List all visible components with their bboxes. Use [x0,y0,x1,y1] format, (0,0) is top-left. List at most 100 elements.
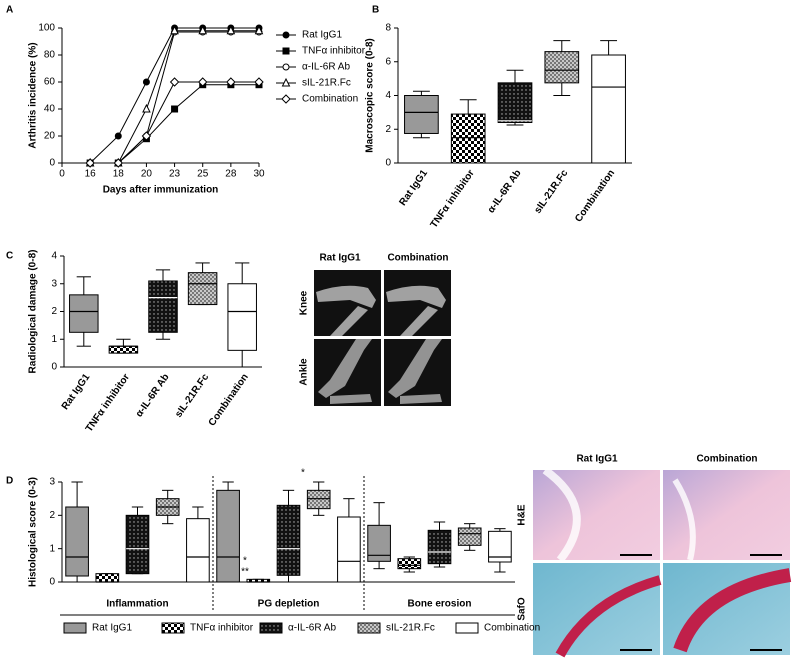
box [216,489,240,583]
marker [170,25,179,35]
marker [142,78,150,86]
marker [85,158,95,168]
marker [198,77,208,87]
legend-label: Combination [484,623,540,634]
box [404,95,439,134]
panel-letter: B [372,5,379,16]
marker [114,132,122,140]
box [450,113,486,164]
x-tick-label: PG depletion [258,599,320,610]
x-tick-label: 0 [59,169,65,180]
x-tick-label: 25 [197,169,209,180]
x-tick-label: sIL-21R.Fc [532,168,570,216]
y-tick-label: 0 [49,158,55,169]
box [69,294,99,333]
legend-label: α-IL-6R Ab [302,62,350,73]
marker [142,103,151,113]
x-tick-label: α-IL-6R Ab [486,168,524,215]
legend-swatch [259,622,283,634]
y-tick-label: 3 [49,477,55,488]
annotation: ** [241,567,249,578]
x-tick-label: Combination [207,372,251,428]
box [337,516,361,583]
marker [171,105,179,113]
y-axis-title: Radiological damage (0-8) [28,250,39,374]
box [367,524,391,562]
annotation: * [301,468,305,479]
x-tick-label: Inflammation [106,599,168,610]
box [108,345,139,354]
x-tick-label: 28 [225,169,237,180]
box [544,51,580,84]
legend-label: TNFα inhibitor [190,623,254,634]
y-tick-label: 1 [51,334,57,345]
image-column-label: Rat IgG1 [319,253,361,264]
marker [113,158,123,168]
legend-label: Combination [302,94,358,105]
box [148,280,178,333]
marker [254,25,264,35]
x-tick-label: 16 [85,169,97,180]
x-tick-label: 30 [253,169,265,180]
histology-images [533,466,792,658]
box [125,514,150,575]
x-tick-label: Rat IgG1 [397,168,430,208]
marker [198,25,208,35]
marker [226,25,236,35]
y-tick-label: 1 [49,543,55,554]
annotation: * [243,556,247,567]
panel-letter: A [6,5,13,16]
box [276,504,301,576]
y-axis-title: Histological score (0-3) [28,477,39,587]
image-column-label: Rat IgG1 [576,454,618,465]
x-tick-label: 20 [141,169,153,180]
y-tick-label: 2 [49,510,55,521]
legend-label: sIL-21R.Fc [302,78,351,89]
y-axis-title: Arthritis incidence (%) [28,42,39,148]
legend-swatch [455,622,479,634]
x-tick-label: Combination [573,168,617,224]
box [95,573,120,583]
y-tick-label: 80 [44,50,56,61]
y-tick-label: 100 [38,23,55,34]
legend-marker [281,94,291,104]
y-tick-label: 0 [49,577,55,588]
y-tick-label: 60 [44,77,56,88]
marker [169,77,180,87]
legend-swatch [161,622,185,634]
legend-label: TNFα inhibitor [302,46,366,57]
x-tick-label: Rat IgG1 [60,372,93,412]
series-line [89,27,259,164]
series-line [90,31,259,164]
box [227,283,257,351]
y-tick-label: 4 [51,251,57,262]
marker [141,131,152,141]
image-row-label: Ankle [299,358,310,386]
legend-marker [282,31,290,39]
y-tick-label: 0 [51,362,57,373]
y-axis-title: Macroscopic score (0-8) [365,38,376,153]
box [591,54,626,164]
x-axis-title: Days after immunization [103,185,219,196]
box [457,527,482,546]
box [427,529,452,565]
x-tick-label: sIL-21R.Fc [173,372,211,420]
y-tick-label: 20 [44,131,56,142]
legend-marker [282,47,290,55]
x-tick-label: TNFα inhibitor [429,168,477,230]
legend-label: sIL-21R.Fc [386,623,435,634]
x-tick-label: α-IL-6R Ab [134,372,172,419]
marker [254,77,264,87]
x-tick-label: 23 [169,169,181,180]
image-row-label: H&E [517,504,528,525]
legend-label: α-IL-6R Ab [288,623,336,634]
panel-letter: D [6,476,13,487]
box [306,489,331,510]
legend-marker [281,77,291,87]
image-column-label: Combination [387,253,448,264]
y-tick-label: 6 [385,56,391,67]
y-tick-label: 3 [51,278,57,289]
image-column-label: Combination [696,454,757,465]
y-tick-label: 2 [51,306,57,317]
image-row-label: SafO [517,597,528,621]
